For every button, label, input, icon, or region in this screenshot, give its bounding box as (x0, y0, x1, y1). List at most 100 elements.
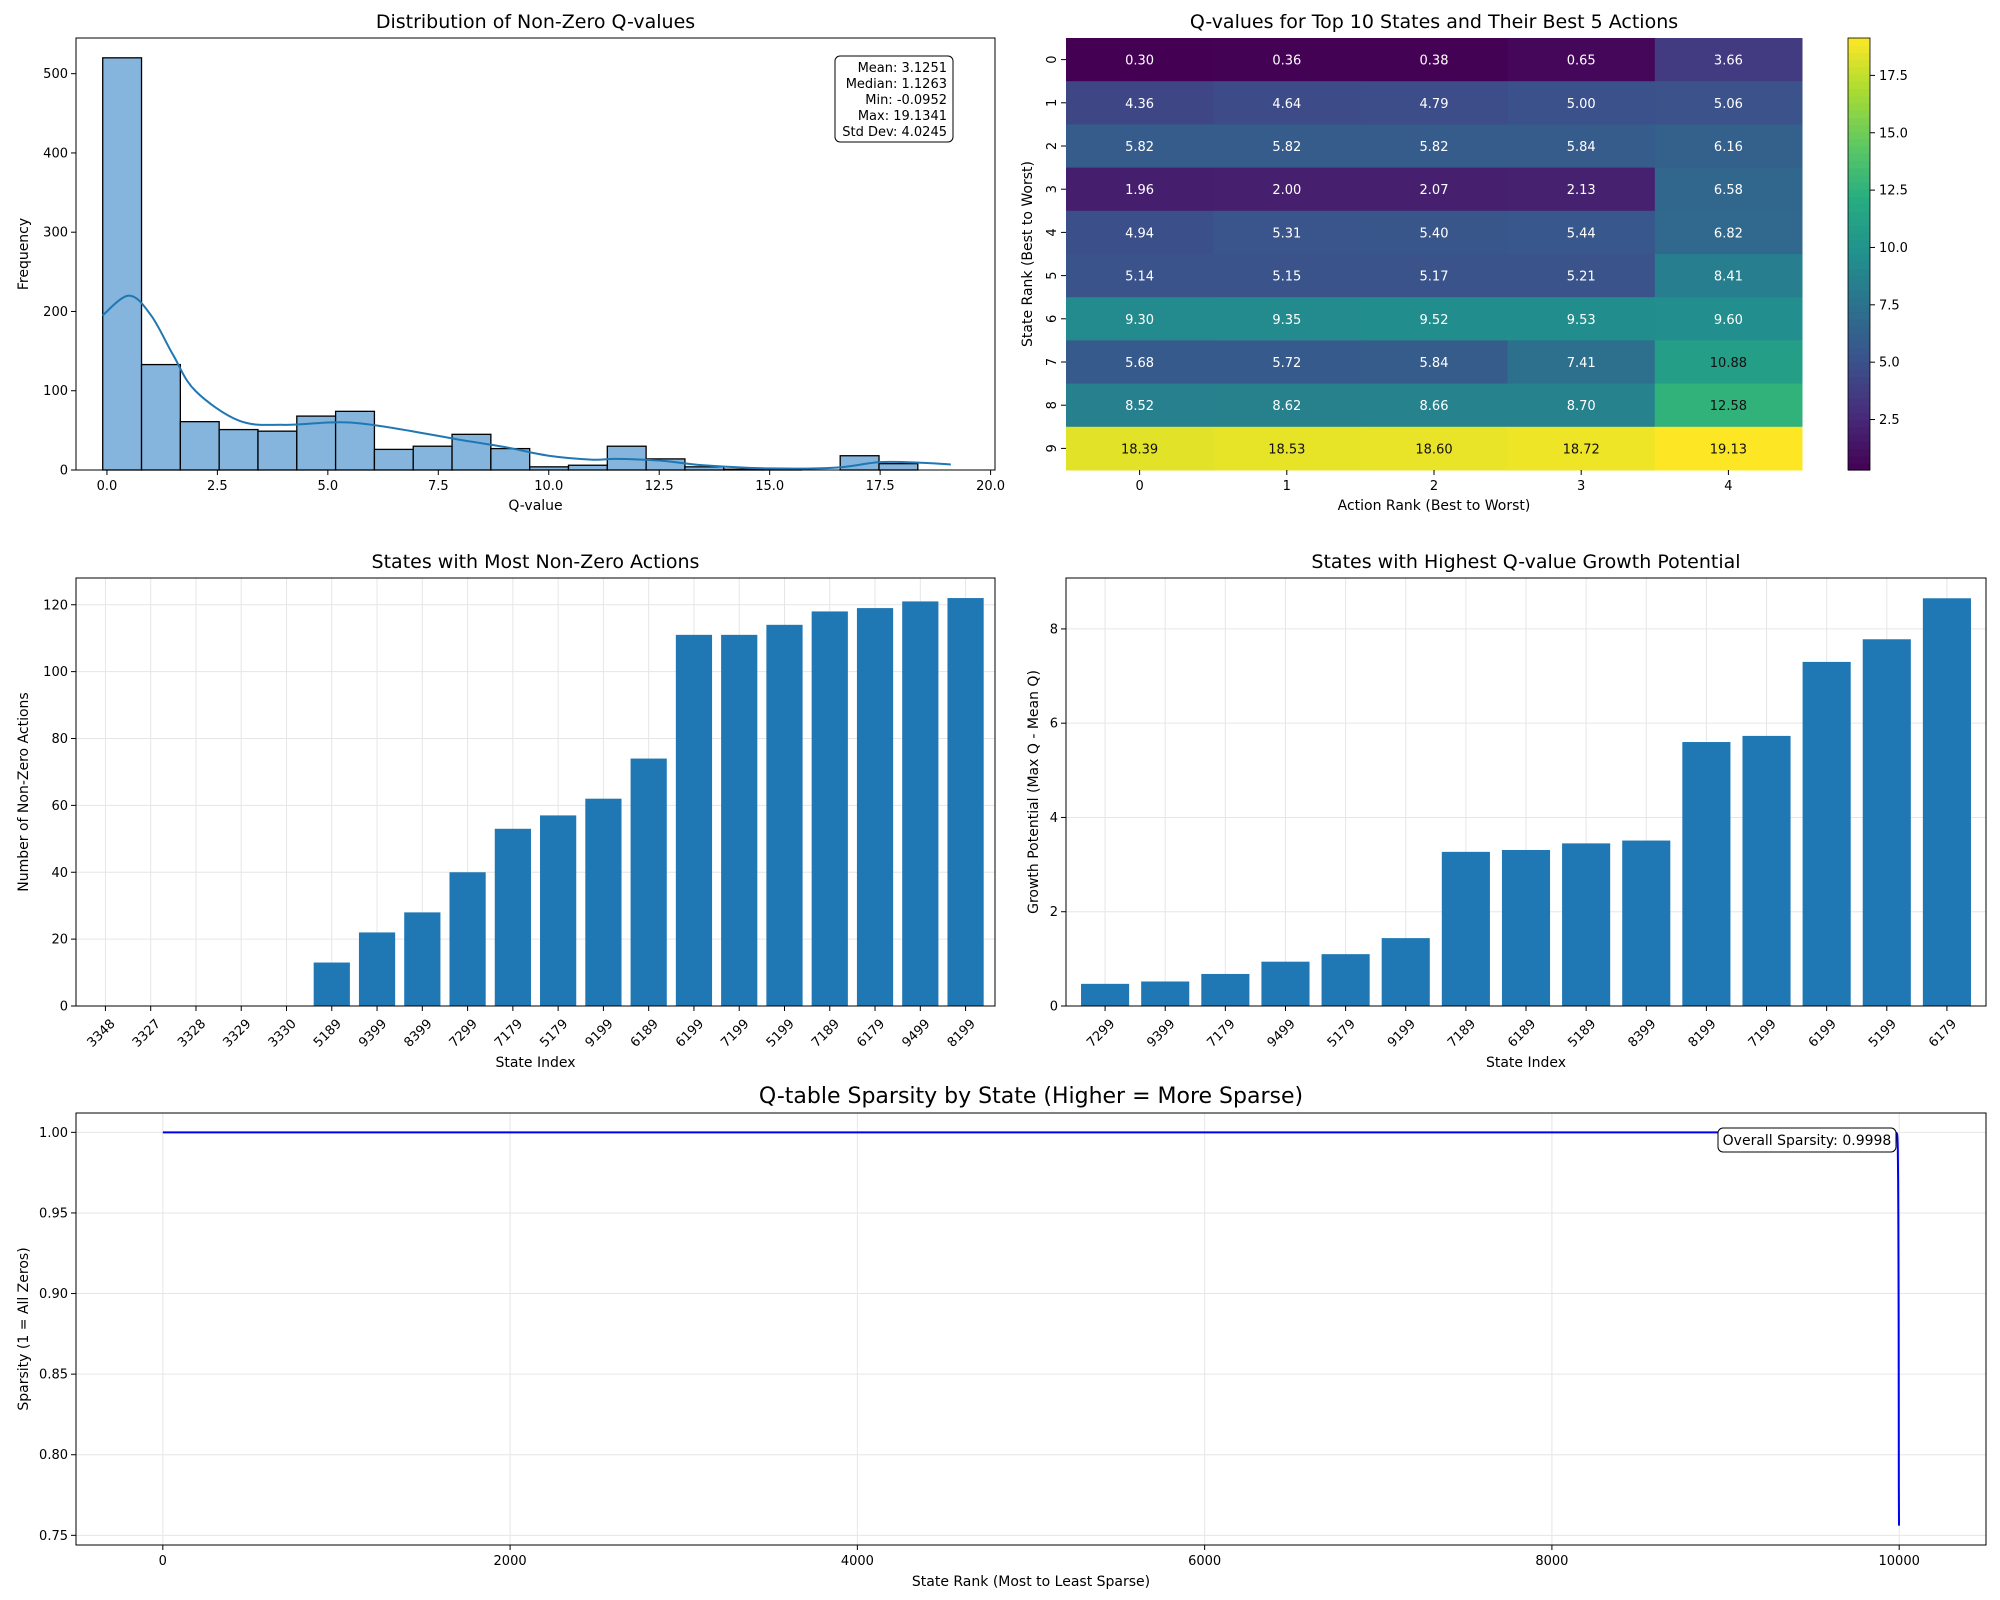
bar (675, 634, 713, 1006)
colorbar-segment (1848, 405, 1870, 413)
x-tick-label: 2000 (494, 1554, 527, 1569)
heatmap-value-label: 4.64 (1272, 97, 1301, 112)
x-tick-label: 2 (1430, 479, 1438, 494)
colorbar-segment (1848, 455, 1870, 464)
bar (1321, 954, 1370, 1006)
heatmap-value-label: 7.41 (1567, 356, 1596, 371)
colorbar-segment (1848, 376, 1870, 385)
heatmap-cell (1360, 210, 1509, 255)
histogram-bar (334, 410, 376, 471)
heatmap-value-label: 4.94 (1125, 226, 1154, 241)
y-tick-label: 1.00 (39, 1126, 68, 1141)
x-tick-label: 17.5 (866, 479, 895, 494)
stats-line: Median: 1.1263 (846, 77, 947, 92)
heatmap-value-label: 18.72 (1563, 442, 1600, 457)
colorbar-segment (1848, 88, 1870, 97)
y-tick-label: 100 (43, 384, 68, 399)
colorbar-tick-label: 12.5 (1879, 184, 1908, 199)
heatmap-value-label: 5.06 (1714, 97, 1743, 112)
colorbar-segment (1848, 117, 1870, 125)
bar (1562, 843, 1611, 1006)
heatmap-cell (1654, 210, 1803, 255)
heatmap-cell (1213, 124, 1361, 169)
sparsity-annotation: Overall Sparsity: 0.9998 (1723, 1133, 1892, 1149)
bar (404, 912, 441, 1006)
y-axis-label: Number of Non-Zero Actions (16, 692, 32, 891)
heatmap-cell (1213, 81, 1361, 125)
heatmap-cell (1654, 426, 1803, 471)
bar (1802, 661, 1851, 1006)
colorbar-segment (1848, 138, 1870, 147)
colorbar-segment (1848, 153, 1870, 161)
heatmap-cell (1213, 426, 1361, 471)
heatmap-cell (1507, 254, 1656, 298)
colorbar-segment (1848, 304, 1870, 313)
heatmap-cell (1360, 426, 1509, 471)
heatmap-value-label: 18.39 (1121, 442, 1158, 457)
y-tick-label: 2 (1050, 905, 1058, 920)
chart-title: Q-values for Top 10 States and Their Bes… (1190, 11, 1678, 33)
y-axis-label: Growth Potential (Max Q - Mean Q) (1026, 670, 1042, 914)
heatmap-value-label: 4.79 (1420, 97, 1449, 112)
kde-curve (101, 294, 951, 470)
colorbar-segment (1848, 81, 1870, 89)
colorbar-segment (1848, 311, 1870, 320)
y-tick-label: 8 (1045, 401, 1060, 409)
x-tick-label: 4 (1724, 479, 1732, 494)
colorbar-segment (1848, 203, 1870, 212)
heatmap-value-label: 5.31 (1272, 226, 1301, 241)
heatmap-cell (1654, 383, 1803, 428)
histogram-chart: 0.0 2.5 5.0 7.5 10.0 12.5 15.0 17.5 20.0 0 100 200 3… (16, 11, 1005, 514)
y-tick-label: 5 (1045, 271, 1060, 279)
heatmap-cell (1507, 167, 1656, 212)
histogram-bar (102, 57, 143, 471)
colorbar-tick-label: 7.5 (1879, 298, 1900, 313)
histogram-bar (373, 448, 414, 471)
x-axis-label: State Index (1486, 1055, 1566, 1071)
x-tick-label: 15.0 (755, 479, 784, 494)
heatmap-value-label: 5.14 (1125, 270, 1154, 285)
y-tick-label: 400 (43, 146, 68, 161)
colorbar-tick-label: 2.5 (1879, 413, 1900, 428)
heatmap-value-label: 6.58 (1714, 183, 1743, 198)
colorbar-segment (1848, 210, 1870, 219)
y-tick-label: 3 (1045, 185, 1060, 193)
y-tick-label: 7 (1045, 358, 1060, 366)
colorbar-segment (1848, 282, 1870, 291)
y-axis-label: Sparsity (1 = All Zeros) (16, 1247, 32, 1410)
bar (1261, 961, 1310, 1006)
heatmap-cell (1213, 297, 1361, 341)
heatmap-cell (1213, 340, 1361, 385)
heatmap-chart: 0.30 0.36 0.38 0.65 3.664.36 4.64 4.79 5.00 5.06… (1020, 11, 1908, 514)
colorbar-segment (1848, 52, 1870, 61)
bar (1201, 973, 1250, 1006)
y-tick-label: 0 (60, 464, 68, 479)
colorbar-segment (1848, 131, 1870, 140)
colorbar-segment (1848, 225, 1870, 233)
colorbar-segment (1848, 268, 1870, 277)
bar (540, 815, 577, 1006)
colorbar-segment (1848, 390, 1870, 399)
heatmap-cell (1507, 297, 1656, 341)
y-tick-label: 80 (51, 732, 68, 747)
y-tick-label: 0.75 (39, 1529, 68, 1544)
axes-frame (75, 37, 996, 471)
heatmap-cell (1507, 340, 1656, 385)
y-tick-label: 20 (51, 933, 68, 948)
heatmap-cell (1507, 81, 1656, 125)
colorbar-segment (1848, 66, 1870, 75)
heatmap-cell (1066, 426, 1214, 471)
bar (449, 872, 486, 1006)
heatmap-cell (1507, 124, 1656, 169)
colorbar-segment (1848, 254, 1870, 262)
y-tick-label: 0 (60, 1000, 68, 1015)
x-axis-label: State Rank (Most to Least Sparse) (912, 1574, 1150, 1590)
heatmap-value-label: 5.68 (1125, 356, 1154, 371)
heatmap-value-label: 5.21 (1567, 270, 1596, 285)
bar (1141, 981, 1190, 1006)
colorbar-segment (1848, 426, 1870, 435)
y-tick-label: 0.95 (39, 1206, 68, 1221)
sparsity-line-chart: 0.75 0.80 0.85 0.90 0.95 1.00 0 2000 4000 6000 800… (16, 1084, 1987, 1590)
colorbar-segment (1848, 189, 1870, 197)
